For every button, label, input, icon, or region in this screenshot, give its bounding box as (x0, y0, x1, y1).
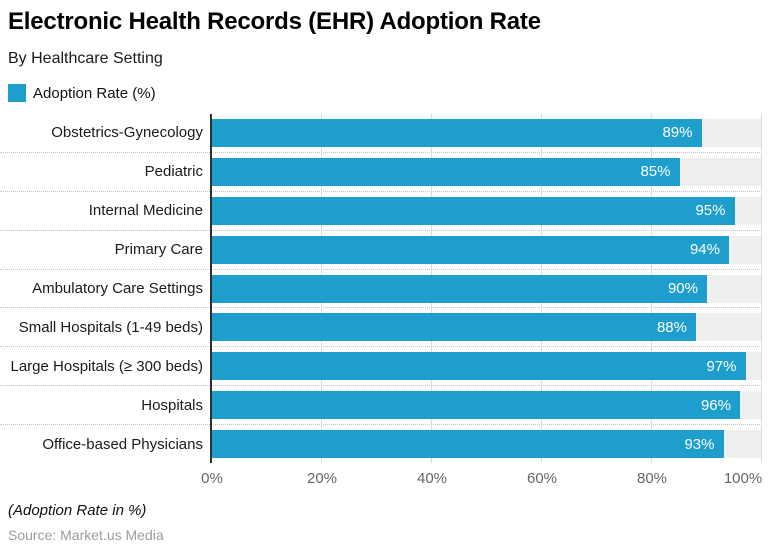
category-row: Obstetrics-Gynecology 89% (0, 114, 762, 153)
category-label: Primary Care (114, 241, 203, 259)
category-label: Large Hospitals (≥ 300 beds) (10, 357, 203, 375)
category-label: Small Hospitals (1-49 beds) (18, 318, 203, 336)
category-row: Internal Medicine 95% (0, 192, 762, 231)
legend-color-swatch (8, 84, 26, 102)
category-label: Office-based Physicians (42, 435, 203, 453)
category-row: Hospitals 96% (0, 386, 762, 426)
bar[interactable]: 90% (212, 274, 707, 303)
bar-track: 97% (212, 352, 762, 381)
bar-value-label: 96% (700, 396, 731, 414)
bar-track: 93% (212, 430, 762, 459)
bar-value-label: 93% (684, 435, 715, 453)
bar[interactable]: 94% (212, 235, 729, 264)
category-label: Pediatric (144, 163, 203, 181)
y-axis-line (210, 114, 212, 463)
category-row: Small Hospitals (1-49 beds) 88% (0, 308, 762, 348)
legend[interactable]: Adoption Rate (%) (8, 84, 156, 102)
category-label: Obstetrics-Gynecology (51, 124, 203, 142)
category-label: Internal Medicine (88, 202, 203, 220)
bar-track: 95% (212, 196, 762, 225)
x-axis-tick-label: 80% (636, 470, 668, 487)
bar[interactable]: 85% (212, 157, 680, 186)
x-axis: 0% 20% 40% 60% 80% 100% (201, 470, 763, 490)
bar-value-label: 88% (656, 318, 687, 336)
x-axis-tick-label: 20% (306, 470, 338, 487)
bar[interactable]: 89% (212, 118, 702, 147)
x-axis-tick-label: 0% (201, 470, 223, 487)
bar[interactable]: 93% (212, 430, 724, 459)
x-axis-tick-label: 60% (526, 470, 558, 487)
category-row: Ambulatory Care Settings 90% (0, 270, 762, 309)
chart-subtitle: By Healthcare Setting (8, 50, 163, 67)
x-axis-tick-label: 100% (723, 470, 763, 487)
bar-value-label: 85% (640, 163, 671, 181)
bar-track: 85% (212, 157, 762, 186)
footnote: (Adoption Rate in %) (8, 502, 147, 519)
chart-rows: Obstetrics-Gynecology 89% Pediatric 85% Inte… (0, 114, 762, 463)
bar-track: 89% (212, 118, 762, 147)
bar[interactable]: 97% (212, 352, 746, 381)
bar-value-label: 90% (667, 280, 698, 297)
bar-value-label: 94% (689, 241, 720, 259)
x-axis-tick-label: 40% (416, 470, 448, 487)
bar-value-label: 95% (695, 202, 726, 220)
plot-area: Obstetrics-Gynecology 89% Pediatric 85% Inte… (0, 114, 768, 487)
category-row: Office-based Physicians 93% (0, 425, 762, 463)
bar-value-label: 89% (662, 124, 693, 142)
bar[interactable]: 95% (212, 196, 735, 225)
bar-value-label: 97% (706, 357, 737, 375)
bar-track: 88% (212, 313, 762, 342)
legend-label: Adoption Rate (%) (33, 84, 156, 102)
bar[interactable]: 96% (212, 391, 740, 420)
category-row: Large Hospitals (≥ 300 beds) 97% (0, 347, 762, 387)
bar-track: 96% (212, 391, 762, 420)
category-label: Hospitals (141, 396, 203, 414)
bar-track: 90% (212, 274, 762, 303)
bar[interactable]: 88% (212, 313, 696, 342)
source-attribution: Source: Market.us Media (8, 527, 164, 543)
category-row: Pediatric 85% (0, 153, 762, 192)
category-row: Primary Care 94% (0, 231, 762, 270)
category-label: Ambulatory Care Settings (32, 280, 203, 297)
chart-title: Electronic Health Records (EHR) Adoption… (8, 8, 541, 35)
bar-track: 94% (212, 235, 762, 264)
